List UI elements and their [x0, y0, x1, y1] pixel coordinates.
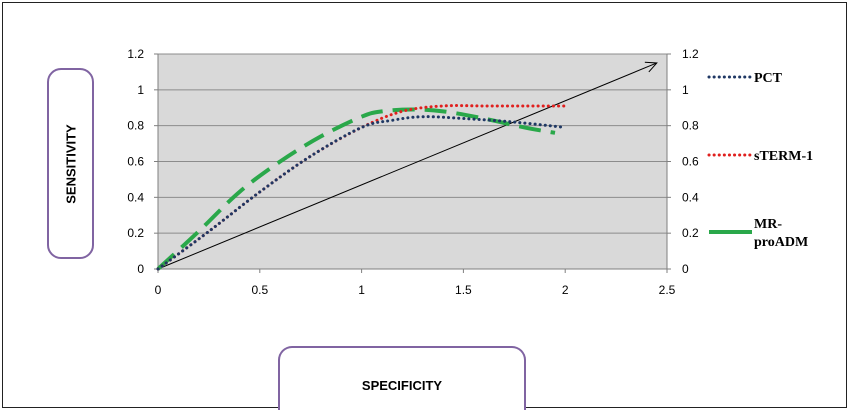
series-group — [156, 104, 567, 271]
y2-tick-label: 0.4 — [682, 190, 699, 204]
tick-labels: 0 00.2 0.20.4 0.40.6 0.60.8 0.81 11.2 1.20 0.5 1 1… — [127, 47, 699, 297]
y2-tick-label: 0.6 — [682, 155, 699, 169]
y2-tick-label: 0.2 — [682, 226, 699, 240]
y-axis-title: SENSITIVITY — [63, 123, 78, 204]
diagonal-line — [157, 62, 658, 270]
y-axis-title-box: SENSITIVITY — [47, 68, 94, 259]
legend-mr-proadm-label: MR- — [754, 217, 782, 232]
gridlines — [158, 53, 667, 234]
y-tick-label: 1 — [137, 83, 144, 97]
y2-tick-label: 1.2 — [682, 47, 699, 61]
y2-tick-label: 0 — [682, 262, 689, 276]
y2-tick-label: 0.8 — [682, 119, 699, 133]
legend-mr-proadm-label: proADM — [754, 235, 808, 250]
series-line-mr-proadm — [156, 107, 556, 271]
legend-sterm-1-label: sTERM-1 — [754, 149, 813, 164]
y-tick-label: 0.8 — [127, 119, 144, 133]
x-tick-label: 0 — [155, 283, 162, 297]
y-tick-label: 0.2 — [127, 226, 144, 240]
x-tick-label: 1.5 — [455, 283, 472, 297]
y-tick-label: 0.6 — [127, 155, 144, 169]
diagonal-arrowhead — [644, 61, 658, 73]
y-tick-label: 1.2 — [127, 47, 144, 61]
x-tick-label: 1 — [358, 283, 365, 297]
x-tick-label: 0.5 — [251, 283, 268, 297]
x-tick-label: 2 — [562, 283, 569, 297]
y2-tick-label: 1 — [682, 83, 689, 97]
series-line-pct — [156, 115, 567, 271]
x-axis-title: SPECIFICITY — [361, 378, 443, 393]
y-tick-label: 0.4 — [127, 190, 144, 204]
y-tick-label: 0 — [137, 262, 144, 276]
reference-diagonal — [157, 61, 658, 270]
x-axis-title-box: SPECIFICITY — [278, 346, 526, 410]
x-tick-label: 2.5 — [659, 283, 676, 297]
legend-pct-label: PCT — [754, 71, 783, 86]
legend: PCT sTERM-1 MR-proADM — [707, 71, 813, 250]
